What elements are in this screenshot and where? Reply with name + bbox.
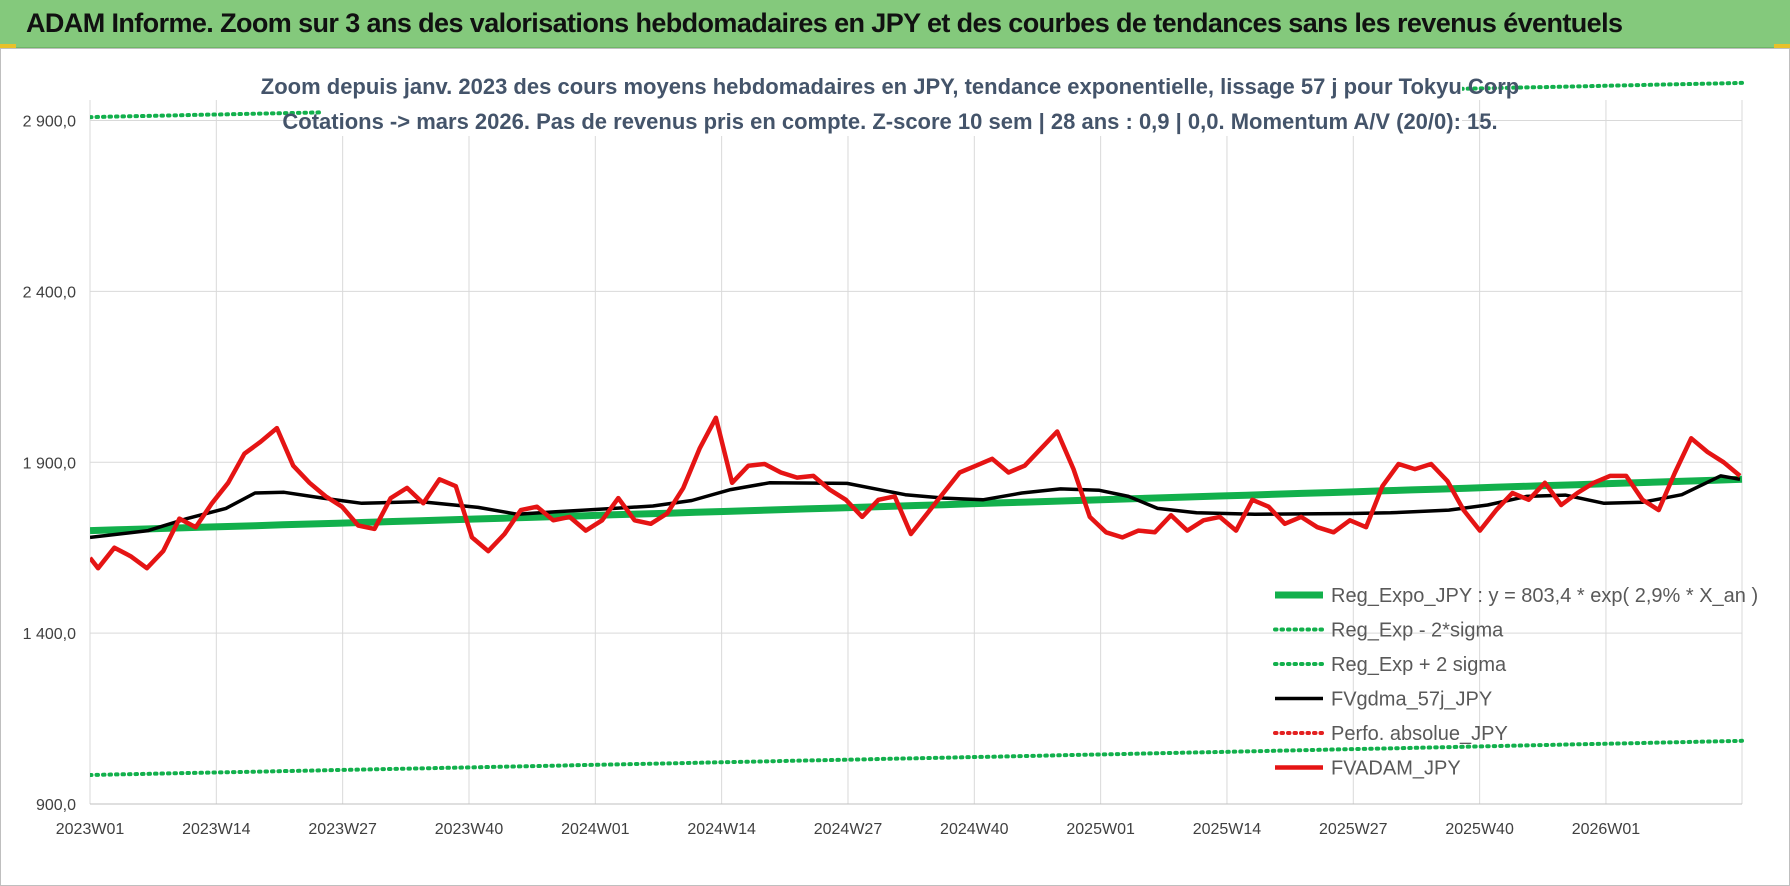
x-tick-label: 2024W01 (561, 821, 630, 838)
chart-title-block: Zoom depuis janv. 2023 des cours moyens … (261, 66, 1519, 136)
legend-label: FVADAM_JPY (1331, 758, 1461, 780)
moving-average-line (90, 474, 1741, 540)
banner-accent-left (0, 44, 16, 48)
legend-item-fv-adam: FVADAM_JPY (1275, 758, 1461, 780)
x-tick-label: 2025W27 (1319, 821, 1388, 838)
y-tick-label: 1 400,0 (23, 626, 76, 643)
legend-item-absolute-perf: Perfo. absolue_JPY (1273, 723, 1508, 745)
x-tick-label: 2023W14 (182, 821, 251, 838)
banner-accent-right (1774, 44, 1790, 48)
fv-adam-line (90, 415, 1742, 571)
x-tick-label: 2023W27 (308, 821, 377, 838)
y-tick-label: 1 900,0 (23, 455, 76, 472)
y-tick-label: 900,0 (36, 797, 76, 814)
legend-item-lower-band: Reg_Exp - 2*sigma (1273, 620, 1504, 642)
y-tick-label: 2 900,0 (23, 114, 76, 131)
legend-item-trend: Reg_Expo_JPY : y = 803,4 * exp( 2,9% * X… (1275, 585, 1758, 607)
x-tick-label: 2025W14 (1193, 821, 1262, 838)
chart-title-line2: Cotations -> mars 2026. Pas de revenus p… (282, 109, 1497, 134)
chart-legend: Reg_Expo_JPY : y = 803,4 * exp( 2,9% * X… (1273, 585, 1758, 780)
x-tick-label: 2023W40 (435, 821, 504, 838)
x-axis-ticks: 2023W01 2023W14 2023W27 2023W40 2024W01 2024W… (56, 821, 1641, 838)
legend-item-moving-average: FVgdma_57j_JPY (1275, 689, 1492, 711)
lower-band (90, 738, 1744, 777)
legend-label: Reg_Expo_JPY : y = 803,4 * exp( 2,9% * X… (1331, 585, 1758, 607)
legend-item-upper-band: Reg_Exp + 2 sigma (1273, 654, 1507, 676)
legend-label: Perfo. absolue_JPY (1331, 723, 1508, 745)
report-title: ADAM Informe. Zoom sur 3 ans des valoris… (26, 8, 1623, 38)
chart-title-line1: Zoom depuis janv. 2023 des cours moyens … (261, 74, 1519, 99)
x-tick-label: 2024W27 (814, 821, 883, 838)
legend-label: Reg_Exp - 2*sigma (1331, 620, 1504, 642)
x-tick-label: 2023W01 (56, 821, 125, 838)
x-tick-label: 2025W01 (1066, 821, 1135, 838)
x-tick-label: 2026W01 (1572, 821, 1641, 838)
trend-line (90, 475, 1743, 535)
legend-label: FVgdma_57j_JPY (1331, 689, 1492, 711)
x-tick-label: 2024W14 (687, 821, 756, 838)
chart-title-backdrop (322, 66, 1462, 136)
x-tick-label: 2024W40 (940, 821, 1009, 838)
legend-label: Reg_Exp + 2 sigma (1331, 654, 1507, 676)
grid-lines (89, 100, 1743, 805)
y-axis-ticks: 900,0 1 400,0 1 900,0 2 400,0 2 900,0 (23, 114, 76, 814)
x-tick-label: 2025W40 (1445, 821, 1514, 838)
report-banner: ADAM Informe. Zoom sur 3 ans des valoris… (0, 0, 1790, 48)
y-tick-label: 2 400,0 (23, 284, 76, 301)
